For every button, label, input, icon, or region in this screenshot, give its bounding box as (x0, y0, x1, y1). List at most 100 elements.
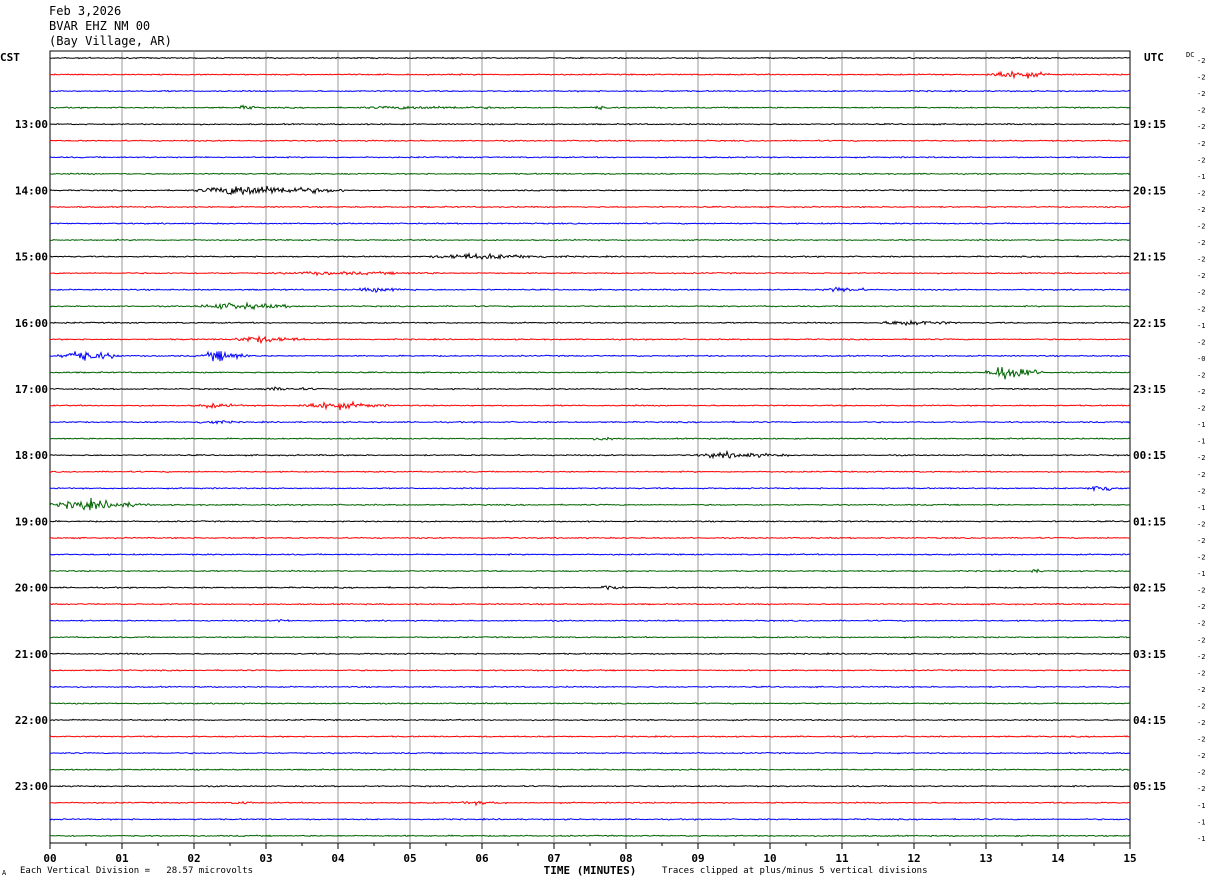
trace-line (49, 568, 1131, 574)
x-tick-label: 10 (763, 852, 776, 865)
left-hour-label: 16:00 (15, 317, 48, 330)
dc-offset-label: -2 (1197, 107, 1205, 115)
trace-line (49, 585, 1131, 591)
trace-line (49, 70, 1131, 80)
dc-offset-label: -1 (1197, 438, 1205, 446)
trace-line (49, 238, 1131, 242)
trace-line (50, 449, 1131, 460)
x-tick-label: 08 (619, 852, 632, 865)
x-tick-label: 06 (475, 852, 489, 865)
trace-line (49, 834, 1131, 838)
right-hour-label: 20:15 (1133, 184, 1166, 197)
dc-offset-label: -1 (1197, 322, 1205, 330)
left-hour-label: 18:00 (15, 449, 48, 462)
right-hour-label: 01:15 (1133, 515, 1166, 528)
trace-line (49, 652, 1131, 656)
dc-offset-label: -1 (1197, 570, 1205, 578)
trace-line (49, 817, 1131, 821)
dc-offset-label: -2 (1197, 653, 1205, 661)
dc-offset-label: -2 (1197, 90, 1205, 98)
trace-line (49, 685, 1131, 689)
left-hour-label: 15:00 (15, 251, 48, 264)
left-hour-label: 17:00 (15, 383, 48, 396)
trace-line (49, 222, 1131, 225)
dc-offset-label: -1 (1197, 504, 1205, 512)
dc-offset-label: -2 (1197, 719, 1205, 727)
dc-offset-label: -1 (1197, 835, 1205, 843)
dc-offset-label: -2 (1197, 305, 1205, 313)
trace-line (49, 205, 1131, 209)
trace-line (49, 635, 1131, 639)
dc-offset-label: -2 (1197, 189, 1205, 197)
dc-offset-label: -0 (1197, 355, 1205, 363)
trace-line (49, 668, 1131, 672)
scale-note: Each Vertical Division = 28.57 microvolt… (20, 866, 253, 876)
right-hour-label: 23:15 (1133, 383, 1166, 396)
x-tick-label: 15 (1123, 852, 1136, 865)
left-hour-label: 21:00 (15, 648, 48, 661)
dc-offset-label: -1 (1197, 421, 1205, 429)
dc-offset-label: -2 (1197, 388, 1205, 396)
left-hour-label: 22:00 (15, 714, 48, 727)
right-hour-label: 00:15 (1133, 449, 1166, 462)
trace-line (50, 367, 1131, 380)
x-tick-label: 12 (907, 852, 920, 865)
dc-offset-label: -2 (1197, 587, 1205, 595)
dc-offset-label: -2 (1197, 239, 1205, 247)
right-timezone-label: UTC (1144, 51, 1164, 64)
trace-line (49, 497, 1130, 511)
clip-note: Traces clipped at plus/minus 5 vertical … (662, 866, 928, 876)
x-tick-label: 01 (115, 852, 129, 865)
dc-offset-label: -2 (1197, 702, 1205, 710)
trace-line (49, 89, 1131, 93)
left-hour-label: 20:00 (15, 582, 48, 595)
dc-offset-label: -2 (1197, 156, 1205, 164)
right-hour-label: 02:15 (1133, 582, 1166, 595)
trace-line (49, 618, 1131, 623)
header-location: (Bay Village, AR) (49, 34, 172, 48)
x-axis-title: TIME (MINUTES) (544, 864, 637, 877)
trace-line (49, 702, 1131, 705)
trace-line (49, 56, 1131, 60)
trace-line (50, 334, 1131, 345)
trace-line (49, 602, 1130, 606)
dc-offset-label: -2 (1197, 371, 1205, 379)
dc-offset-label: -2 (1197, 405, 1205, 413)
dc-offset-label: -2 (1197, 487, 1205, 495)
x-tick-label: 07 (547, 852, 560, 865)
trace-line (49, 784, 1131, 788)
left-hour-label: 14:00 (15, 184, 48, 197)
trace-line (49, 470, 1131, 474)
trace-line (49, 319, 1130, 327)
dc-offset-label: -2 (1197, 669, 1205, 677)
dc-offset-label: -2 (1197, 752, 1205, 760)
trace-line (49, 536, 1131, 540)
scale-mark: A (2, 869, 7, 877)
trace-line (49, 155, 1130, 159)
dc-offset-label: -2 (1197, 603, 1205, 611)
dc-offset-label: -1 (1197, 173, 1205, 181)
trace-line (49, 768, 1131, 772)
x-tick-label: 03 (259, 852, 272, 865)
x-tick-label: 13 (979, 852, 992, 865)
dc-offset-label: -2 (1197, 471, 1205, 479)
header-station: BVAR EHZ NM 00 (49, 19, 151, 33)
right-hour-label: 22:15 (1133, 317, 1166, 330)
trace-line (49, 400, 1130, 411)
trace-line (49, 436, 1131, 441)
dc-offset-label: -2 (1197, 454, 1205, 462)
x-tick-label: 02 (187, 852, 200, 865)
x-tick-label: 00 (43, 852, 56, 865)
trace-line (49, 553, 1131, 557)
dc-offset-label: -2 (1197, 74, 1205, 82)
trace-line (49, 104, 1131, 111)
right-hour-label: 21:15 (1133, 251, 1166, 264)
x-tick-label: 09 (691, 852, 704, 865)
right-hour-label: 04:15 (1133, 714, 1166, 727)
grid-lines (121, 51, 1059, 843)
trace-line (49, 139, 1131, 143)
right-hour-label: 05:15 (1133, 780, 1166, 793)
x-tick-label: 11 (835, 852, 849, 865)
trace-line (49, 270, 1131, 277)
trace-line (49, 751, 1131, 755)
